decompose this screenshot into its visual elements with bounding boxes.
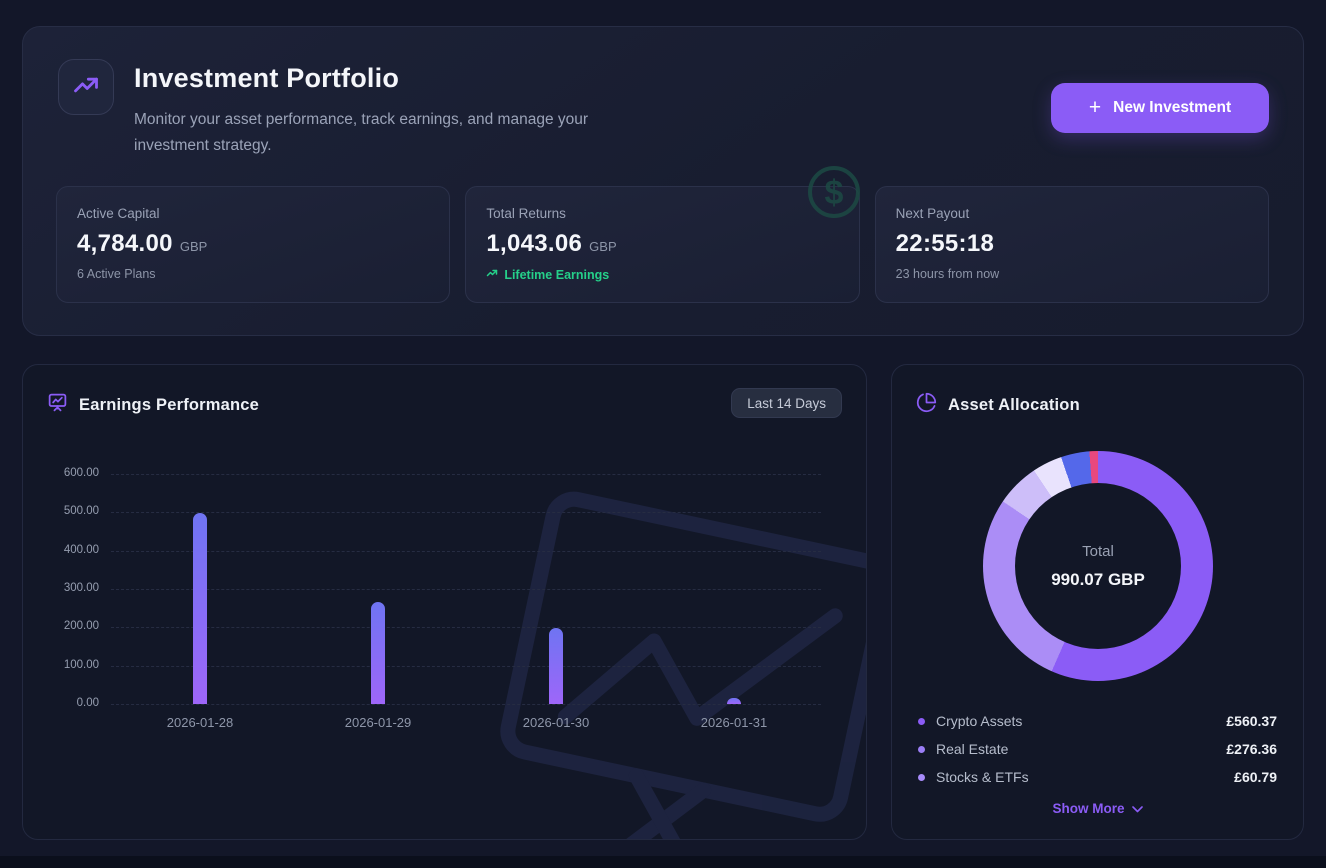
stat-value-countdown: 22:55:18 xyxy=(895,230,995,257)
stat-card-active-capital: Active Capital 4,784.00 GBP 6 Active Pla… xyxy=(56,186,451,303)
y-axis-tick-label: 0.00 xyxy=(76,697,99,709)
chevron-down-icon xyxy=(1131,801,1143,816)
gridline xyxy=(111,665,821,667)
legend-dot xyxy=(918,717,925,725)
new-investment-label: New Investment xyxy=(1113,99,1232,116)
allocation-panel-title: Asset Allocation xyxy=(948,395,1080,414)
donut-total-label: Total xyxy=(1082,542,1114,560)
legend-dot xyxy=(918,745,925,753)
stat-subtext-positive: Lifetime Earnings xyxy=(486,267,838,282)
legend-name: Crypto Assets xyxy=(936,713,1023,729)
trending-up-icon xyxy=(72,71,100,104)
gridline xyxy=(111,704,821,705)
y-axis-tick-label: 500.00 xyxy=(63,505,99,518)
stat-label: Active Capital xyxy=(77,206,160,221)
y-axis-tick-label: 400.00 xyxy=(63,543,99,556)
gridline xyxy=(111,474,821,475)
earnings-panel-title: Earnings Performance xyxy=(79,395,260,414)
legend-value: £60.79 xyxy=(1234,769,1277,785)
stat-value: 4,784.00 xyxy=(77,230,173,257)
earnings-performance-panel: Earnings Performance Last 14 Days 600.00… xyxy=(22,364,867,840)
gridline xyxy=(111,550,821,552)
legend-name: Stocks & ETFs xyxy=(936,769,1029,785)
show-more-button[interactable]: Show More xyxy=(892,801,1303,816)
trend-up-arrow-icon xyxy=(486,267,498,282)
x-axis-tick-label: 2026-01-29 xyxy=(344,715,412,730)
y-axis-tick-label: 200.00 xyxy=(63,620,99,633)
new-investment-button[interactable]: + New Investment xyxy=(1051,83,1269,133)
donut-center: Total 990.07 GBP xyxy=(1015,483,1181,649)
earnings-bar-2026-01-29[interactable] xyxy=(371,602,385,704)
stat-card-total-returns: $ Total Returns 1,043.06 GBP Lifetime Ea… xyxy=(465,166,860,303)
donut-total-value: 990.07 GBP xyxy=(1051,569,1145,589)
legend-name: Real Estate xyxy=(936,741,1009,757)
bottom-edge-strip xyxy=(0,856,1326,868)
pie-chart-icon xyxy=(916,392,937,418)
plus-icon: + xyxy=(1088,95,1102,119)
presentation-chart-icon xyxy=(47,392,68,418)
x-axis-tick-label: 2026-01-31 xyxy=(700,715,768,730)
legend-value: £560.37 xyxy=(1226,713,1277,729)
gridline xyxy=(111,512,821,514)
page-title: Investment Portfolio xyxy=(134,63,400,93)
stats-row: Active Capital 4,784.00 GBP 6 Active Pla… xyxy=(56,166,1269,303)
legend-row-stocks-etfs: Stocks & ETFs £60.79 xyxy=(918,763,1277,791)
asset-allocation-panel: Asset Allocation Total 990.07 GBP Crypto… xyxy=(891,364,1304,840)
portfolio-hero-card: Investment Portfolio Monitor your asset … xyxy=(22,26,1304,336)
x-axis-tick-label: 2026-01-30 xyxy=(522,715,590,730)
legend-dot xyxy=(918,773,925,781)
stat-label: Next Payout xyxy=(895,206,970,221)
stat-subtext: 6 Active Plans xyxy=(77,267,156,281)
earnings-bar-2026-01-30[interactable] xyxy=(549,628,563,704)
stat-subtext: 23 hours from now xyxy=(895,267,1000,281)
date-range-selector[interactable]: Last 14 Days xyxy=(731,388,842,418)
y-axis-tick-label: 600.00 xyxy=(63,467,99,479)
legend-row-crypto-assets: Crypto Assets £560.37 xyxy=(918,707,1277,735)
allocation-legend: Crypto Assets £560.37 Real Estate £276.3… xyxy=(918,707,1277,791)
gridline xyxy=(111,589,821,590)
gridline xyxy=(111,627,821,629)
page-subtitle: Monitor your asset performance, track ea… xyxy=(134,111,589,154)
legend-value: £276.36 xyxy=(1226,741,1277,757)
stat-currency: GBP xyxy=(179,239,208,254)
stat-label: Total Returns xyxy=(486,206,566,221)
allocation-donut-chart[interactable]: Total 990.07 GBP xyxy=(983,451,1213,681)
earnings-bar-2026-01-28[interactable] xyxy=(193,513,207,704)
legend-row-real-estate: Real Estate £276.36 xyxy=(918,735,1277,763)
lifetime-earnings-label: Lifetime Earnings xyxy=(504,267,610,282)
stat-currency: GBP xyxy=(589,239,617,254)
stat-card-next-payout: Next Payout 22:55:18 23 hours from now xyxy=(874,186,1269,303)
portfolio-icon-box xyxy=(58,59,114,115)
y-axis-tick-label: 300.00 xyxy=(63,582,99,594)
y-axis-tick-label: 100.00 xyxy=(63,658,99,671)
x-axis-tick-label: 2026-01-28 xyxy=(166,715,234,730)
show-more-label: Show More xyxy=(1052,801,1125,816)
earnings-chart-plot: 600.00 500.00 400.00 300.00 200.00 100.00 0.00… xyxy=(23,365,866,839)
earnings-bar-2026-01-31[interactable] xyxy=(727,698,741,704)
stat-value: 1,043.06 xyxy=(486,230,583,257)
